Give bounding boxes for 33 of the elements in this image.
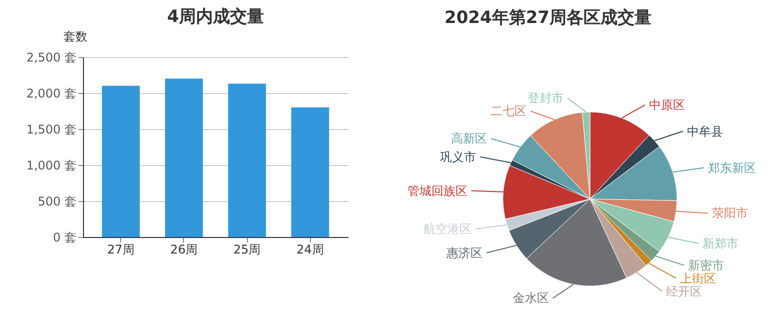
slice-label: 管城回族区 bbox=[407, 184, 468, 198]
x-tick-label: 26周 bbox=[170, 242, 198, 256]
y-tick-label: 2,000 套 bbox=[26, 86, 76, 100]
y-axis-title: 套数 bbox=[64, 30, 88, 44]
chart-title: 4周内成交量 bbox=[167, 7, 264, 27]
slice-label: 二七区 bbox=[490, 104, 527, 118]
slice-label: 新郑市 bbox=[702, 236, 739, 250]
y-tick-label: 1,500 套 bbox=[26, 122, 76, 136]
y-tick-label: 1,000 套 bbox=[26, 158, 76, 172]
bar bbox=[102, 86, 140, 237]
y-tick-label: 500 套 bbox=[38, 194, 76, 208]
slice-label: 惠济区 bbox=[446, 246, 483, 260]
slice-label: 登封市 bbox=[528, 91, 564, 106]
slice-label: 高新区 bbox=[451, 132, 488, 146]
bar bbox=[291, 107, 330, 237]
y-tick-label: 0 套 bbox=[53, 230, 76, 244]
slice-label: 经开区 bbox=[666, 284, 702, 298]
y-tick-label: 2,500 套 bbox=[26, 50, 76, 64]
bar bbox=[165, 78, 203, 237]
slice-label: 金水区 bbox=[512, 291, 549, 306]
slice-label: 中原区 bbox=[648, 98, 685, 112]
chart-title: 2024年第27周各区成交量 bbox=[444, 8, 652, 28]
slice-label: 中牟县 bbox=[686, 124, 723, 138]
slice-label: 郑东新区 bbox=[708, 160, 756, 175]
x-tick-label: 27周 bbox=[107, 242, 134, 256]
x-tick-label: 25周 bbox=[233, 242, 261, 256]
slice-label: 航空港区 bbox=[424, 222, 472, 236]
slice-label: 巩义市 bbox=[440, 150, 476, 164]
slice-label: 新密市 bbox=[688, 258, 724, 272]
x-tick-label: 24周 bbox=[296, 242, 324, 256]
bar bbox=[228, 84, 266, 237]
slice-label: 荥阳市 bbox=[712, 206, 748, 220]
slice-label: 上街区 bbox=[680, 271, 716, 286]
